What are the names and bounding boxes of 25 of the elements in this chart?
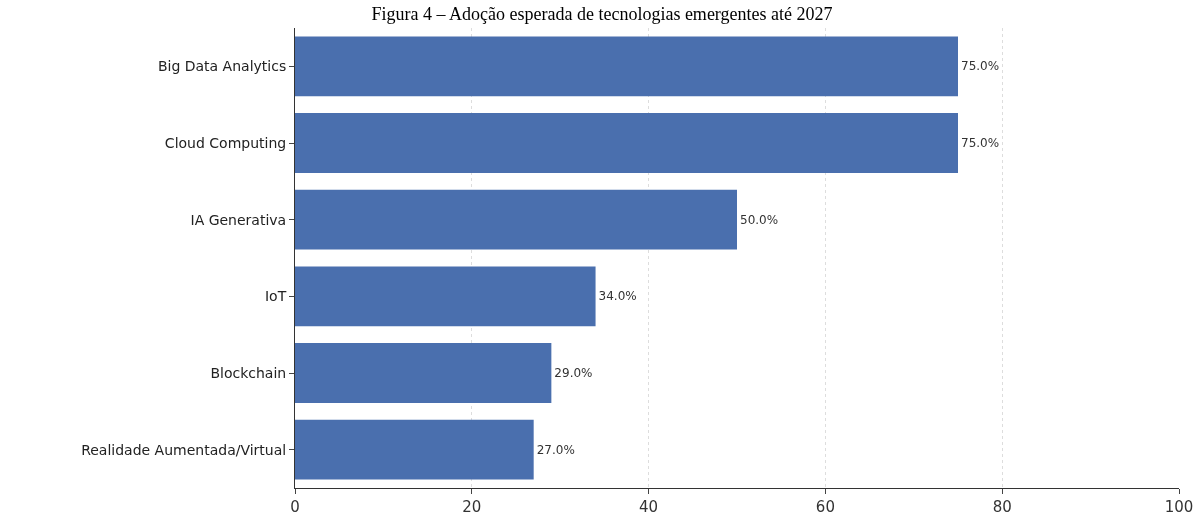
y-tick-label: IA Generativa (190, 211, 287, 228)
y-tick-label: Cloud Computing (164, 134, 287, 151)
data-label: 75.0% (961, 136, 1000, 150)
x-tick-label: 0 (290, 498, 300, 516)
y-tick-label: Big Data Analytics (157, 58, 287, 75)
bar (295, 343, 552, 403)
x-tick-label: 60 (815, 498, 835, 516)
bar (295, 36, 958, 97)
y-tick-label: Blockchain (210, 364, 287, 381)
data-label: 34.0% (598, 289, 637, 304)
data-label: 50.0% (740, 212, 779, 227)
x-tick-label: 100 (1164, 498, 1194, 516)
bar (295, 419, 534, 480)
data-label: 27.0% (536, 442, 575, 457)
chart-title: Figura 4 – Adoção esperada de tecnologias emergentes até 2027 (371, 4, 833, 25)
x-tick-label: 20 (462, 498, 482, 516)
y-tick-label: IoT (264, 288, 287, 305)
bar (295, 266, 596, 327)
y-tick-label: Realidade Aumentada/Virtual (81, 441, 287, 458)
data-label: 29.0% (554, 366, 593, 380)
x-tick-label: 80 (992, 498, 1012, 516)
bar (295, 189, 737, 250)
x-tick-label: 40 (639, 498, 659, 516)
bar (295, 113, 958, 173)
data-label: 75.0% (961, 59, 1000, 74)
